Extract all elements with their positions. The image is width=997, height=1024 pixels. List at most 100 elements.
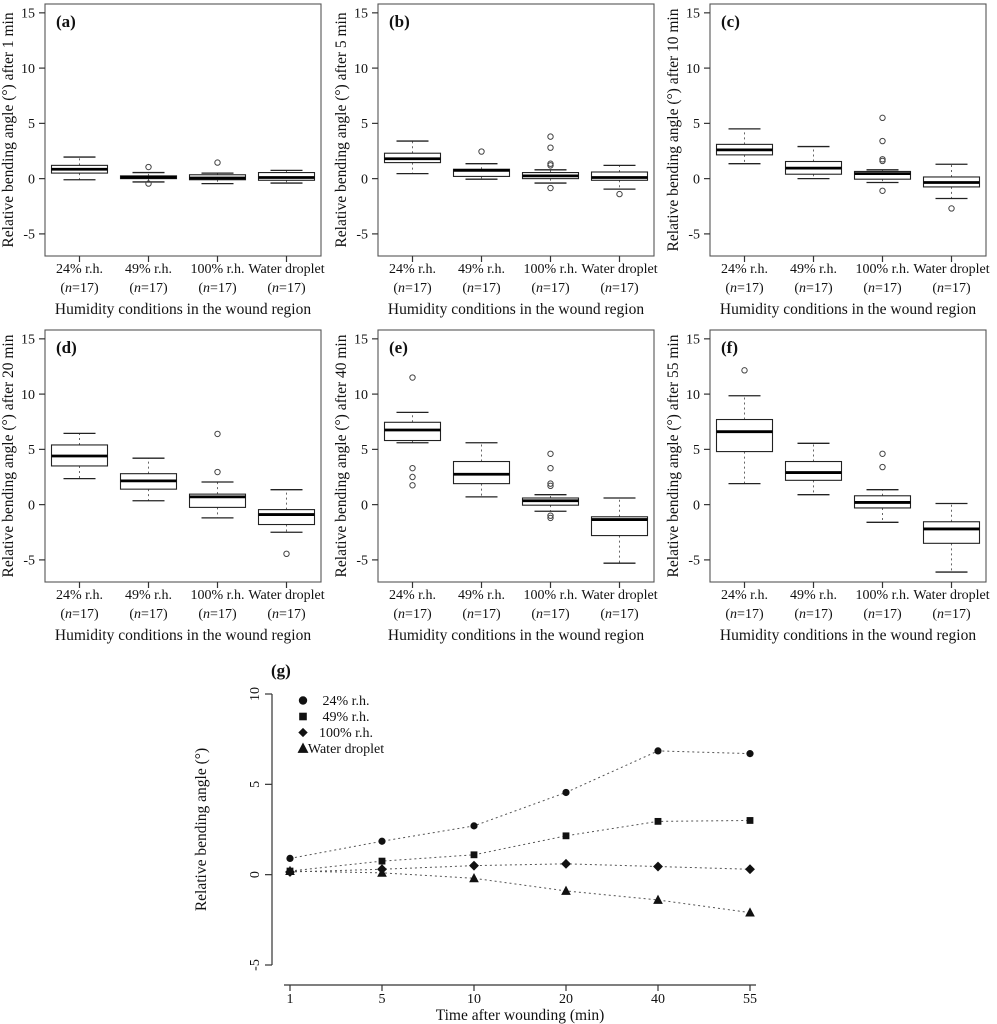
category-n-label: (n=17): [129, 607, 168, 622]
y-axis-tick-label: 10: [354, 388, 368, 403]
legend-circle-marker: [298, 696, 308, 705]
panel-letter: (b): [389, 12, 410, 31]
legend-diamond-marker: [298, 727, 308, 738]
y-axis-tick-label: 5: [248, 781, 263, 788]
category-n-label: (n=17): [600, 281, 639, 296]
outlier-point: [547, 480, 554, 487]
category-n-label: (n=17): [60, 607, 99, 622]
category-label: 49% r.h.: [458, 588, 505, 603]
series-line: [289, 819, 751, 872]
category-n-label: (n=17): [863, 281, 902, 296]
outlier-point: [409, 374, 416, 381]
plot-frame: [709, 3, 987, 257]
category-n-label: (n=17): [531, 607, 570, 622]
category-n-label: (n=17): [393, 281, 432, 296]
legend-label: 100% r.h.: [319, 726, 373, 741]
category-n-label: (n=17): [725, 281, 764, 296]
series-line: [289, 750, 751, 859]
y-axis-tick-label: 15: [686, 333, 700, 348]
data-point-square-marker: [470, 851, 478, 859]
outlier-point: [283, 550, 290, 558]
category-label: 100% r.h.: [190, 588, 244, 603]
data-point-triangle-marker: [561, 885, 571, 895]
panel-letter: (a): [56, 12, 76, 31]
series-line: [289, 870, 751, 914]
y-axis-tick-label: -5: [356, 228, 368, 243]
data-point-diamond-marker: [561, 858, 571, 869]
category-label: 24% r.h.: [721, 588, 768, 603]
outlier-point: [409, 482, 416, 489]
y-axis-tick-label: -5: [688, 554, 700, 569]
category-n-label: (n=17): [267, 281, 306, 296]
plot-frame: [709, 329, 987, 583]
y-axis-tick-label: -5: [356, 554, 368, 569]
outlier-point: [547, 144, 554, 151]
y-axis-tick-label: -5: [248, 959, 263, 971]
y-axis-tick-label: 5: [361, 443, 368, 458]
category-label: 24% r.h.: [56, 588, 103, 603]
legend-label: 24% r.h.: [322, 694, 369, 709]
outlier-point: [478, 148, 485, 155]
category-n-label: (n=17): [462, 607, 501, 622]
data-point-triangle-marker: [469, 872, 479, 883]
y-axis-title: Relative bending angle (°) after 55 min: [665, 334, 682, 577]
category-label: 24% r.h.: [389, 262, 436, 277]
outlier-point: [741, 367, 748, 374]
outlier-point: [616, 190, 623, 198]
category-label: 49% r.h.: [125, 588, 172, 603]
iqr-box: [922, 521, 981, 544]
category-label: 100% r.h.: [855, 588, 909, 603]
category-label: 49% r.h.: [790, 262, 837, 277]
category-label: 49% r.h.: [458, 262, 505, 277]
category-n-label: (n=17): [198, 607, 237, 622]
y-axis-tick-label: 0: [361, 172, 368, 187]
y-axis-title: Relative bending angle (°): [193, 748, 210, 911]
outlier-point: [879, 137, 886, 145]
data-point-square-marker: [562, 832, 570, 840]
data-point-circle-marker: [746, 750, 754, 758]
outlier-point: [547, 133, 554, 140]
y-axis-tick-label: 10: [248, 687, 263, 701]
x-axis-tick-label: 5: [379, 992, 386, 1007]
category-label: Water droplet: [248, 262, 324, 277]
outlier-point: [547, 482, 554, 490]
y-axis-tick-label: 5: [361, 117, 368, 132]
y-axis-tick-label: -5: [688, 228, 700, 243]
x-axis-tick-label: 40: [651, 992, 665, 1007]
outlier-point: [214, 159, 221, 166]
outlier-point: [879, 450, 886, 457]
category-n-label: (n=17): [794, 281, 833, 296]
category-n-label: (n=17): [531, 281, 570, 296]
y-axis-tick-label: 0: [248, 871, 263, 878]
y-axis-tick-label: 15: [354, 7, 368, 22]
line-panel-g: -5 0 5 10 Relative bending angle (°) 1 5 10 20 40…: [193, 661, 757, 1024]
outlier-point: [547, 464, 554, 472]
iqr-box: [853, 170, 912, 180]
category-n-label: (n=17): [794, 607, 833, 622]
y-axis-title: Relative bending angle (°) after 40 min: [333, 334, 350, 577]
x-axis-title: Humidity conditions in the wound region: [388, 627, 644, 644]
data-point-diamond-marker: [653, 861, 663, 872]
outlier-point: [547, 450, 554, 457]
category-n-label: (n=17): [932, 281, 971, 296]
y-axis-tick-label: 10: [354, 62, 368, 77]
y-axis-tick-label: 10: [21, 388, 35, 403]
y-axis-tick-label: 10: [686, 388, 700, 403]
panel-letter: (e): [389, 338, 408, 357]
y-axis-tick-label: -5: [23, 554, 35, 569]
outlier-point: [547, 514, 554, 522]
data-point-circle-marker: [470, 822, 478, 830]
data-point-triangle-marker: [285, 865, 295, 875]
category-label: 49% r.h.: [790, 588, 837, 603]
x-axis-tick-label: 20: [559, 992, 573, 1007]
category-n-label: (n=17): [267, 607, 306, 622]
boxplot-panel-e: -5 0 5 10 15 Relative bending angle (°) after…: [333, 329, 658, 644]
y-axis-tick-label: 5: [693, 443, 700, 458]
x-axis-title: Humidity conditions in the wound region: [720, 301, 976, 318]
legend-triangle-marker: [297, 742, 309, 753]
x-axis-title: Time after wounding (min): [436, 1007, 605, 1024]
outlier-point: [214, 468, 221, 476]
y-axis-tick-label: 15: [21, 7, 35, 22]
x-axis-title: Humidity conditions in the wound region: [720, 627, 976, 644]
